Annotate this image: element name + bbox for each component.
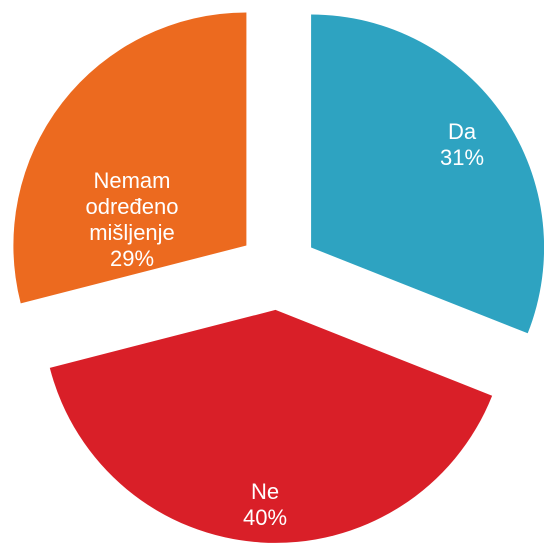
category-label: Ne <box>250 479 280 504</box>
slice-label: Ne 40% <box>145 479 385 531</box>
slice-label: Da 31% <box>342 119 544 171</box>
pie-slice <box>49 309 493 543</box>
category-label: Nemam određeno mišljenje <box>85 168 179 245</box>
pie-slice <box>311 14 544 334</box>
value-label: 40% <box>242 505 288 530</box>
slice-label: Nemam određeno mišljenje 29% <box>47 168 217 272</box>
pie-slice <box>13 12 247 304</box>
value-label: 31% <box>439 145 485 170</box>
value-label: 29% <box>109 246 155 271</box>
category-label: Da <box>447 119 477 144</box>
